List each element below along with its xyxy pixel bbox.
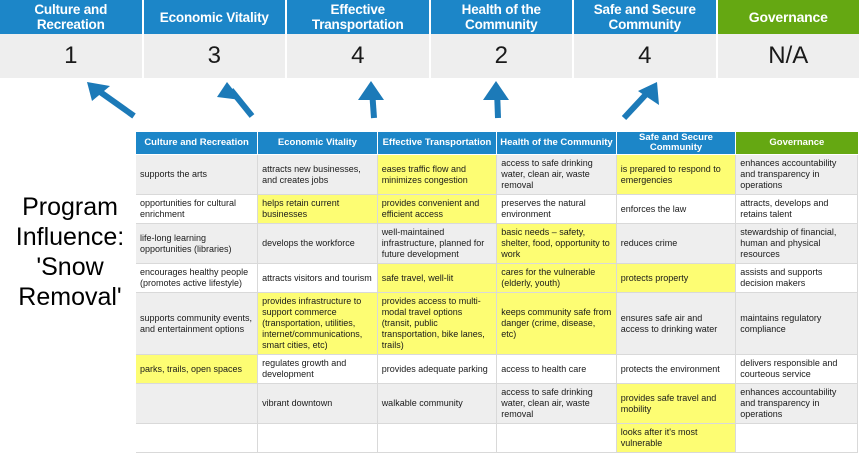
table-row: supports community events, and entertain… (136, 292, 858, 355)
matrix-cell: walkable community (377, 383, 498, 424)
matrix-cell: looks after it's most vulnerable (616, 423, 737, 453)
matrix-cell (735, 423, 858, 453)
matrix-cell: vibrant downtown (257, 383, 378, 424)
scorecard-header-health-of-the-community: Health of the Community (431, 0, 574, 34)
matrix-cell: protects property (616, 263, 737, 293)
matrix-cell: stewardship of financial, human and phys… (735, 223, 858, 264)
matrix-cell: cares for the vulnerable (elderly, youth… (496, 263, 617, 293)
arrow-effective-transportation-head (358, 81, 384, 100)
matrix-cell: ensures safe air and access to drinking … (616, 292, 737, 355)
table-row: vibrant downtown walkable community acce… (136, 383, 858, 424)
matrix-header-governance: Governance (735, 132, 858, 155)
matrix-header-culture-and-recreation: Culture and Recreation (136, 132, 259, 155)
arrow-health-of-the-community-shaft (494, 89, 501, 119)
matrix-cell: opportunities for cultural enrichment (136, 194, 259, 224)
arrow-effective-transportation-shaft (369, 89, 377, 119)
arrow-health-of-the-community-head (483, 81, 509, 100)
program-influence-matrix: Culture and Recreation Economic Vitality… (136, 132, 858, 453)
matrix-cell: protects the environment (616, 354, 737, 384)
scorecard-value-health-of-the-community: 2 (431, 34, 574, 78)
scorecard-value-economic-vitality: 3 (144, 34, 287, 78)
matrix-cell: develops the workforce (257, 223, 378, 264)
matrix-cell: keeps community safe from danger (crime,… (496, 292, 617, 355)
scorecard-panel: Culture and Recreation Economic Vitality… (0, 0, 859, 78)
arrow-economic-vitality-head (217, 82, 241, 100)
matrix-header-effective-transportation: Effective Transportation (377, 132, 498, 155)
scorecard-header-economic-vitality: Economic Vitality (144, 0, 287, 34)
matrix-cell: attracts new businesses, and creates job… (257, 154, 378, 195)
matrix-cell: provides infrastructure to support comme… (257, 292, 378, 355)
matrix-cell: provides convenient and efficient access (377, 194, 498, 224)
matrix-cell: life-long learning opportunities (librar… (136, 223, 259, 264)
matrix-cell: access to health care (496, 354, 617, 384)
table-row: opportunities for cultural enrichment he… (136, 194, 858, 224)
matrix-cell: well-maintained infrastructure, planned … (377, 223, 498, 264)
matrix-cell (257, 423, 378, 453)
matrix-cell: enforces the law (616, 194, 737, 224)
scorecard-value-culture-and-recreation: 1 (0, 34, 144, 78)
matrix-header-row: Culture and Recreation Economic Vitality… (136, 132, 858, 155)
matrix-header-economic-vitality: Economic Vitality (257, 132, 378, 155)
arrow-culture-and-recreation-head (87, 82, 110, 101)
matrix-cell: is prepared to respond to emergencies (616, 154, 737, 195)
scorecard-value-safe-and-secure-community: 4 (574, 34, 718, 78)
matrix-cell: preserves the natural environment (496, 194, 617, 224)
scorecard-header-governance: Governance (717, 0, 859, 34)
scorecard-value-governance: N/A (768, 42, 809, 69)
matrix-cell (136, 423, 259, 453)
scorecard-value-row: 1 3 4 2 4 N/A (0, 34, 859, 78)
matrix-cell: eases traffic flow and minimizes congest… (377, 154, 498, 195)
matrix-cell: regulates growth and development (257, 354, 378, 384)
arrow-economic-vitality-shaft (228, 88, 255, 118)
table-row: looks after it's most vulnerable (136, 423, 858, 453)
matrix-cell: parks, trails, open spaces (136, 354, 259, 384)
scorecard-header-culture-and-recreation: Culture and Recreation (0, 0, 144, 34)
table-row: supports the arts attracts new businesse… (136, 154, 858, 195)
matrix-cell: access to safe drinking water, clean air… (496, 383, 617, 424)
scorecard-header-effective-transportation: Effective Transportation (287, 0, 431, 34)
arrow-group (87, 81, 659, 121)
matrix-cell (136, 383, 259, 424)
arrow-safe-and-secure-community-shaft (621, 87, 653, 121)
matrix-cell: helps retain current businesses (257, 194, 378, 224)
matrix-cell: supports the arts (136, 154, 259, 195)
matrix-cell: supports community events, and entertain… (136, 292, 259, 355)
scorecard-header-safe-and-secure-community: Safe and Secure Community (574, 0, 718, 34)
program-influence-caption: Program Influence: 'Snow Removal' (15, 193, 125, 311)
matrix-header-health-of-the-community: Health of the Community (496, 132, 617, 155)
arrow-culture-and-recreation-shaft (94, 86, 136, 119)
table-row: life-long learning opportunities (librar… (136, 223, 858, 264)
matrix-cell (377, 423, 498, 453)
table-row: parks, trails, open spaces regulates gro… (136, 354, 858, 384)
matrix-cell: maintains regulatory compliance (735, 292, 858, 355)
table-row: encourages healthy people (promotes acti… (136, 263, 858, 293)
matrix-cell: provides adequate parking (377, 354, 498, 384)
matrix-cell: access to safe drinking water, clean air… (496, 154, 617, 195)
matrix-cell: safe travel, well-lit (377, 263, 498, 293)
matrix-cell: attracts, develops and retains talent (735, 194, 858, 224)
matrix-cell: basic needs – safety, shelter, food, opp… (496, 223, 617, 264)
matrix-cell: enhances accountability and transparency… (735, 154, 858, 195)
matrix-cell: provides access to multi-modal travel op… (377, 292, 498, 355)
matrix-cell: provides safe travel and mobility (616, 383, 737, 424)
scorecard-value-effective-transportation: 4 (287, 34, 431, 78)
matrix-cell: reduces crime (616, 223, 737, 264)
matrix-cell: attracts visitors and tourism (257, 263, 378, 293)
matrix-cell: encourages healthy people (promotes acti… (136, 263, 259, 293)
matrix-cell: assists and supports decision makers (735, 263, 858, 293)
matrix-cell: enhances accountability and transparency… (735, 383, 858, 424)
matrix-header-safe-and-secure-community: Safe and Secure Community (616, 132, 737, 155)
matrix-cell (496, 423, 617, 453)
arrow-safe-and-secure-community-head (638, 82, 659, 105)
scorecard-header-row: Culture and Recreation Economic Vitality… (0, 0, 859, 34)
matrix-cell: delivers responsible and courteous servi… (735, 354, 858, 384)
